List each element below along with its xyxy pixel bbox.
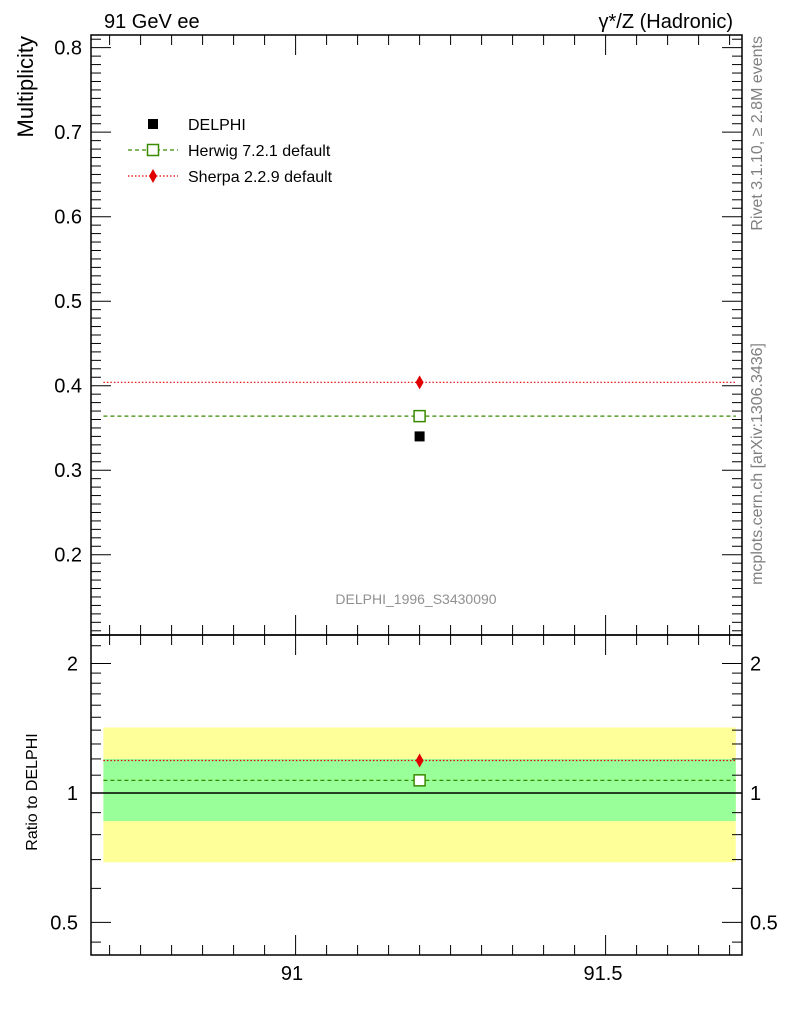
ratio-ytick-label-left: 1 [67, 783, 78, 805]
main-point-delphi [414, 431, 425, 442]
ratio-point-herwig [413, 774, 426, 787]
ratio-ytick-label-left: 0.5 [50, 912, 78, 934]
ratio-ytick-label-right: 2 [750, 654, 761, 676]
ratio-ytick-label-left: 2 [67, 654, 78, 676]
main-ytick-label: 0.7 [54, 122, 82, 144]
legend-sherpa-marker [149, 169, 157, 183]
header-left-label: 91 GeV ee [104, 11, 200, 33]
main-ytick-label: 0.6 [54, 207, 82, 229]
rivet-label: Rivet 3.1.10, ≥ 2.8M events [749, 36, 766, 231]
main-point-sherpa [415, 375, 424, 390]
main-ytick-label: 0.5 [54, 291, 82, 313]
legend: DELPHI Herwig 7.2.1 default Sherpa 2.2.9… [128, 117, 333, 186]
main-panel: DELPHI_1996_S3430090 0.20.30.40.50.60.70… [54, 34, 743, 636]
x-tick-label-91-5: 91.5 [584, 963, 623, 985]
main-ylabel: Multiplicity [13, 36, 38, 137]
main-ytick-label: 0.2 [54, 545, 82, 567]
ratio-ylabel: Ratio to DELPHI [24, 733, 41, 850]
ratio-point-sherpa [415, 753, 424, 768]
ratio-uncertainty-band-inner [103, 758, 736, 822]
watermark-label: DELPHI_1996_S3430090 [335, 591, 496, 607]
legend-delphi-label: DELPHI [188, 117, 246, 134]
main-ytick-label: 0.3 [54, 460, 82, 482]
legend-herwig-marker [146, 143, 160, 157]
x-tick-label-91: 91 [281, 963, 303, 985]
main-point-herwig [413, 409, 426, 423]
main-ytick-label: 0.8 [54, 38, 82, 60]
legend-herwig-label: Herwig 7.2.1 default [188, 143, 331, 160]
main-plot-content [103, 375, 736, 442]
ratio-plot-content [91, 727, 742, 863]
ratio-panel: 0.5 0.5 1 1 2 2 [50, 634, 778, 956]
main-axis-ticks: 0.2 0.3 0.4 0.5 0.6 0.7 0.8 [54, 35, 742, 635]
legend-sherpa-label: Sherpa 2.2.9 default [188, 169, 333, 186]
main-ytick-label: 0.4 [54, 376, 82, 398]
ratio-axis-ticks: 0.5 0.5 1 1 2 2 [50, 635, 778, 955]
ratio-ytick-label-right: 1 [750, 783, 761, 805]
legend-delphi-marker [148, 119, 158, 129]
ratio-panel-frame [90, 634, 743, 956]
mcplots-label: mcplots.cern.ch [arXiv:1306.3436] [749, 343, 766, 585]
ratio-ytick-label-right: 0.5 [750, 912, 778, 934]
header-right-label: γ*/Z (Hadronic) [599, 11, 733, 33]
